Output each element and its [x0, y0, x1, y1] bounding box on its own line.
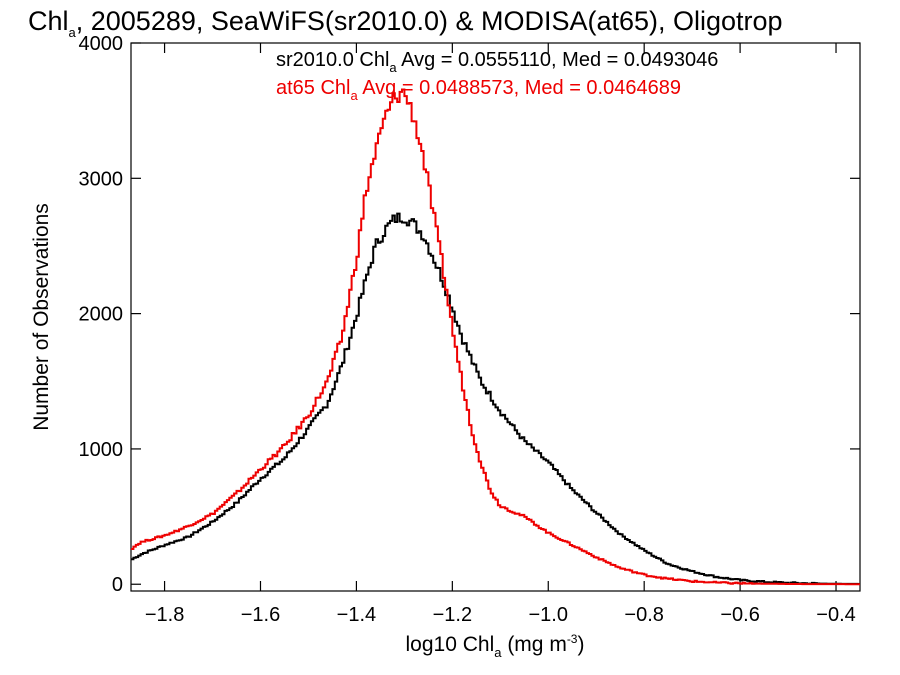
y-tick-label: 1000 [79, 439, 124, 461]
legend-entry-at65: at65 Chla Avg = 0.0488573, Med = 0.04646… [276, 77, 681, 103]
legend-at65-post: Avg = 0.0488573, Med = 0.0464689 [358, 77, 681, 99]
chart-title: Chla, 2005289, SeaWiFS(sr2010.0) & MODIS… [28, 6, 783, 40]
x-tick-label: −1.2 [433, 604, 472, 626]
x-axis-label: log10 Chla (mg m-3) [406, 632, 585, 660]
x-tick-label: −1.0 [529, 604, 568, 626]
legend-sr2010-sub: a [389, 60, 397, 75]
x-axis-label-mid: (mg m [501, 633, 566, 656]
x-axis-label-sup: -3 [567, 632, 578, 646]
series-line-at65 [131, 88, 860, 586]
y-axis-label: Number of Observations [30, 203, 53, 431]
x-axis-label-post: ) [577, 633, 584, 656]
legend-sr2010-pre: sr2010.0 Chl [276, 49, 389, 71]
x-tick-label: −1.6 [241, 604, 280, 626]
legend-at65-sub: a [351, 88, 359, 103]
legend-sr2010-post: Avg = 0.0555110, Med = 0.0493046 [397, 49, 719, 71]
x-tick-label: −0.8 [624, 604, 663, 626]
x-axis-label-sub: a [494, 645, 502, 660]
chart-title-post: , 2005289, SeaWiFS(sr2010.0) & MODISA(at… [76, 6, 783, 36]
y-tick-label: 3000 [79, 168, 124, 190]
x-tick-label: −1.8 [145, 604, 184, 626]
x-tick-label: −1.4 [337, 604, 376, 626]
x-tick-label: −0.4 [816, 604, 855, 626]
y-tick-label: 4000 [79, 33, 124, 55]
legend: sr2010.0 Chla Avg = 0.0555110, Med = 0.0… [276, 49, 718, 103]
y-axis-ticks: 0 1000 2000 3000 4000 [79, 33, 860, 596]
plot-frame [130, 42, 861, 592]
chart-title-pre: Chl [28, 6, 69, 36]
chart-title-sub: a [69, 25, 77, 40]
x-axis-label-pre: log10 Chl [406, 633, 495, 656]
y-tick-label: 2000 [79, 304, 124, 326]
legend-at65-pre: at65 Chl [276, 77, 351, 99]
y-tick-label: 0 [112, 574, 123, 596]
series-line-sr2010.0 [131, 212, 860, 585]
x-axis-ticks: −1.8 −1.6 −1.4 −1.2 −1.0 −0.8 −0.6 −0.4 [145, 43, 856, 626]
x-tick-label: −0.6 [720, 604, 759, 626]
legend-entry-sr2010: sr2010.0 Chla Avg = 0.0555110, Med = 0.0… [276, 49, 718, 75]
series-layer [131, 88, 860, 586]
